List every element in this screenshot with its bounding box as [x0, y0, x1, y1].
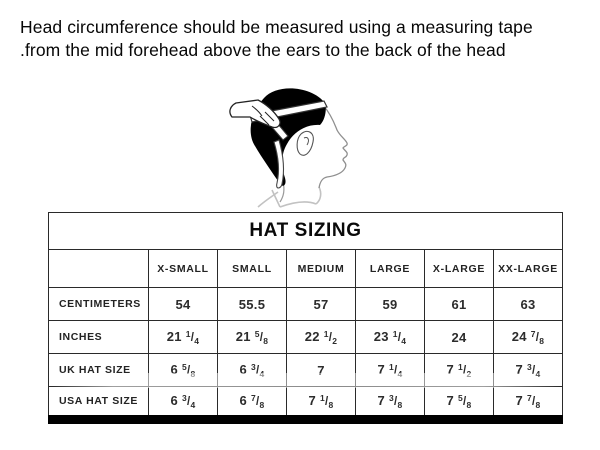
size-value-cell: 55.5 — [217, 287, 287, 321]
size-value-cell: 21 1/4 — [148, 320, 218, 354]
instructions-line-1: Head circumference should be measured us… — [20, 17, 533, 37]
size-value-cell: 7 3/4 — [493, 353, 563, 387]
size-value-cell: 54 — [148, 287, 218, 321]
size-value-cell: 24 — [424, 320, 494, 354]
size-value-cell: 61 — [424, 287, 494, 321]
column-header-row: X-SMALL SMALL MEDIUM LARGE X-LARGE XX-LARGE — [48, 249, 563, 288]
table-row: INCHES 21 1/4 21 5/8 22 1/2 23 1/4 24 24 7/8 — [48, 320, 563, 354]
hat-sizing-table: HAT SIZING X-SMALL SMALL MEDIUM LARGE X-LARG… — [48, 212, 563, 424]
table-row: CENTIMETERS 54 55.5 57 59 61 63 — [48, 287, 563, 321]
size-value-cell: 6 3/4 — [148, 386, 218, 420]
size-value-cell: 7 7/8 — [493, 386, 563, 420]
column-header: X-LARGE — [424, 249, 494, 288]
ear-shape — [296, 130, 314, 156]
size-value-cell: 7 — [286, 353, 356, 387]
size-value-cell: 6 5/8 — [148, 353, 218, 387]
collar-lines — [257, 186, 322, 208]
size-value-cell: 24 7/8 — [493, 320, 563, 354]
row-label: INCHES — [48, 320, 149, 354]
corner-cell — [48, 249, 149, 288]
hand-shape — [229, 99, 281, 129]
size-value-cell: 21 5/8 — [217, 320, 287, 354]
head-measurement-svg — [229, 88, 348, 208]
table-title-row: HAT SIZING — [48, 212, 563, 250]
head-measurement-illustration — [222, 86, 397, 208]
column-header: LARGE — [355, 249, 425, 288]
column-header: XX-LARGE — [493, 249, 563, 288]
column-header: SMALL — [217, 249, 287, 288]
size-value-cell: 23 1/4 — [355, 320, 425, 354]
tape-hanging-end — [273, 139, 284, 189]
table-row: UK HAT SIZE 6 5/8 6 3/4 7 7 1/4 7 1/2 7 3/4 — [48, 353, 563, 387]
size-value-cell: 63 — [493, 287, 563, 321]
size-value-cell: 57 — [286, 287, 356, 321]
size-value-cell: 6 7/8 — [217, 386, 287, 420]
size-value-cell: 7 1/4 — [355, 353, 425, 387]
instructions-text: Head circumference should be measured us… — [20, 16, 533, 62]
row-label: USA HAT SIZE — [48, 386, 149, 420]
size-value-cell: 7 5/8 — [424, 386, 494, 420]
column-header: X-SMALL — [148, 249, 218, 288]
column-header: MEDIUM — [286, 249, 356, 288]
table-row: USA HAT SIZE 6 3/4 6 7/8 7 1/8 7 3/8 7 5/8 7 7… — [48, 386, 563, 420]
size-value-cell: 7 3/8 — [355, 386, 425, 420]
row-label: UK HAT SIZE — [48, 353, 149, 387]
face-outline — [318, 104, 348, 189]
size-value-cell: 6 3/4 — [217, 353, 287, 387]
size-value-cell: 7 1/2 — [424, 353, 494, 387]
size-value-cell: 59 — [355, 287, 425, 321]
row-label: CENTIMETERS — [48, 287, 149, 321]
instructions-line-2: .from the mid forehead above the ears to… — [20, 40, 506, 60]
size-value-cell: 7 1/8 — [286, 386, 356, 420]
table-title: HAT SIZING — [48, 212, 563, 250]
size-value-cell: 22 1/2 — [286, 320, 356, 354]
